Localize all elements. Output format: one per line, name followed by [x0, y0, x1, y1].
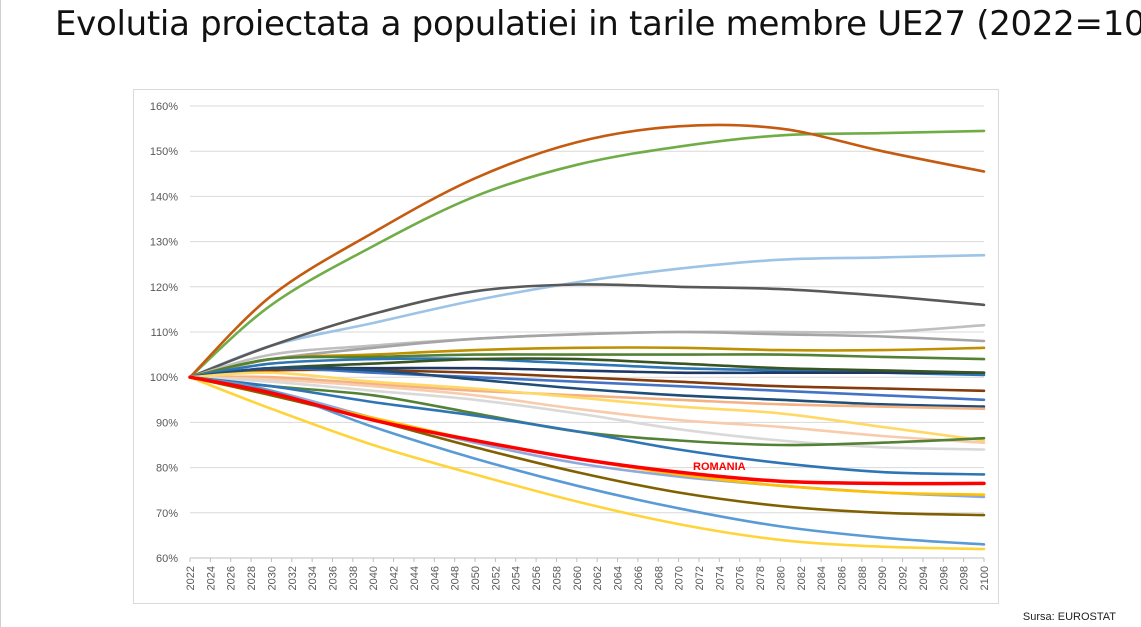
y-tick-label: 70% [156, 508, 178, 520]
x-tick-label: 2054 [511, 566, 523, 590]
x-tick-label: 2090 [877, 566, 889, 590]
x-tick-label: 2034 [307, 566, 319, 590]
x-tick-label: 2096 [938, 566, 950, 590]
y-tick-label: 120% [150, 282, 178, 294]
y-tick-label: 150% [150, 146, 178, 158]
x-tick-label: 2076 [735, 566, 747, 590]
x-tick-label: 2044 [409, 566, 421, 590]
x-tick-label: 2066 [633, 566, 645, 590]
x-tick-label: 2050 [470, 566, 482, 590]
x-tick-label: 2082 [796, 566, 808, 590]
series-line-1 [188, 129, 986, 379]
series-line-25 [188, 375, 986, 551]
series-line-17 [188, 375, 986, 451]
x-tick-label: 2084 [816, 566, 828, 590]
x-tick-label: 2040 [368, 566, 380, 590]
x-tick-label: 2060 [572, 566, 584, 590]
x-tick-label: 2036 [328, 566, 340, 590]
y-tick-label: 160% [150, 101, 178, 113]
x-tick-label: 2080 [775, 566, 787, 590]
line-chart: 60% 70% 80% 90% 100% 110% 120% 130% 140% 150% 160%… [150, 101, 991, 590]
series-line-15 [188, 375, 986, 411]
y-tick-label: 100% [150, 372, 178, 384]
x-tick-label: 2078 [755, 566, 767, 590]
x-tick-label: 2052 [490, 566, 502, 590]
x-tick-label: 2092 [898, 566, 910, 590]
series-line-11 [188, 357, 986, 379]
series-line-14 [188, 366, 986, 408]
y-tick-label: 60% [156, 553, 178, 565]
slide-left-border [0, 0, 1, 627]
series-line-16 [188, 375, 986, 444]
x-tick-label: 2048 [450, 566, 462, 590]
series-line-6 [188, 330, 986, 379]
series-line-2 [188, 123, 986, 379]
source-note: Sursa: EUROSTAT [1022, 611, 1116, 623]
series-line-18 [188, 371, 986, 442]
x-tick-label: 2100 [979, 566, 991, 590]
y-tick-label: 110% [151, 327, 179, 339]
y-tick-label: 140% [150, 191, 178, 203]
x-tick-label: 2030 [266, 566, 278, 590]
series-line-8 [188, 353, 986, 379]
x-tick-label: 2042 [389, 566, 401, 590]
x-tick-label: 2032 [287, 566, 299, 590]
y-tick-label: 90% [156, 417, 178, 429]
x-tick-label: 2058 [551, 566, 563, 590]
x-tick-label: 2074 [714, 566, 726, 590]
x-tick-label: 2072 [694, 566, 706, 590]
y-tick-label: 130% [150, 237, 178, 249]
x-tick-label: 2088 [857, 566, 869, 590]
x-tick-label: 2098 [959, 566, 971, 590]
x-tick-label: 2062 [592, 566, 604, 590]
romania-annotation: ROMANIA [693, 461, 746, 473]
x-tick-label: 2068 [653, 566, 665, 590]
x-tick-label: 2064 [613, 566, 625, 590]
page-title: Evolutia proiectata a populatiei in tari… [55, 4, 1141, 44]
chart-frame: 60% 70% 80% 90% 100% 110% 120% 130% 140% 150% 160%… [133, 89, 999, 604]
y-tick-label: 80% [156, 463, 178, 475]
x-tick-label: 2070 [674, 566, 686, 590]
series-line-26 [188, 375, 986, 486]
series-line-4 [188, 283, 986, 379]
series-line-3 [188, 253, 986, 379]
series-line-20 [188, 375, 986, 476]
x-tick-label: 2094 [918, 566, 930, 590]
x-tick-label: 2038 [348, 566, 360, 590]
x-tick-label: 2024 [205, 566, 217, 590]
x-tick-label: 2028 [246, 566, 258, 590]
x-tick-label: 2046 [429, 566, 441, 590]
x-tick-label: 2056 [531, 566, 543, 590]
x-tick-label: 2026 [226, 566, 238, 590]
x-tick-label: 2022 [185, 566, 197, 590]
x-tick-label: 2086 [836, 566, 848, 590]
